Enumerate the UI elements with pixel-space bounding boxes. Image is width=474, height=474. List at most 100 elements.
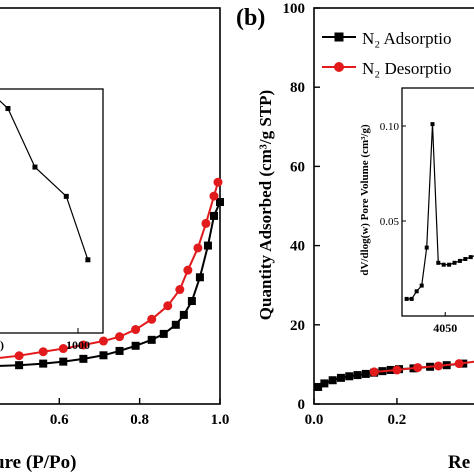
panel-b-series-0-point-0 [314,382,323,391]
panel-b-series-0-point-4 [345,372,354,381]
panel-a-inset: 1000 .) [0,88,104,352]
panel-a-series-0-point-14 [203,241,212,250]
panel-a-series-0-point-1 [15,361,24,370]
panel-a-series-0-point-5 [99,351,108,360]
panel-a-inset-series [0,100,91,263]
panel-a-series-1-point-9 [163,301,173,311]
panel-b-series-1-point-4 [454,359,464,369]
panel-a-series-1-point-13 [201,218,211,228]
panel-b-series-0-point-2 [328,376,337,385]
panel-b-inset-point-4 [424,245,429,250]
panel-b-y-ticks: 0 20 40 60 80 100 [283,1,320,413]
panel-a-x-tick-label-2: 1.0 [211,412,230,428]
panel-b-y-tick-label-1: 20 [290,318,305,334]
panel-b: (b) 0 20 40 60 80 100 0.0 0.2 Quantity Adsorbe… [236,1,474,473]
panel-b-inset-y-tick-label-0: 0.05 [380,216,400,228]
panel-a-x-ticks: 0.6 0.8 1.0 [50,398,229,428]
panel-a-series-0-point-12 [187,297,196,306]
panel-a-inset-partial-label: .) [0,338,4,352]
panel-a-series-0-point-6 [115,346,124,355]
legend-label-desorption: N₂ Desorptio [362,59,452,78]
panel-b-inset-point-9 [452,260,457,265]
panel-b-series-0-point-5 [353,371,362,380]
panel-a-series-1-point-8 [147,314,157,324]
panel-b-y-tick-label-5: 100 [283,1,306,17]
panel-a-series-0-point-10 [171,320,180,329]
panel-b-y-tick-label-3: 60 [290,159,305,175]
panel-a-series-0-point-2 [39,359,48,368]
panel-b-series-1-point-0 [369,367,379,377]
panel-b-series-1-point-1 [392,365,402,375]
legend-item-adsorption: N₂ Adsorptio [322,29,452,48]
panel-b-series-1-point-2 [413,363,423,373]
panel-a-series-0-point-9 [159,329,168,338]
panel-b-inset-point-5 [430,122,435,127]
panel-b-inset-point-8 [447,262,452,267]
panel-b-inset-point-10 [457,258,462,263]
panel-a-series-1-point-10 [175,285,185,295]
panel-b-inset-x-tick-label-0: 4050 [433,321,457,335]
legend-label-adsorption: N₂ Adsorptio [362,29,452,48]
panel-a-inset-point-2 [32,164,38,170]
panel-a-x-tick-label-0: 0.6 [50,412,69,428]
panel-b-inset-point-11 [463,257,468,261]
panel-b-series-0-point-6 [361,369,370,378]
panel-a-series-0-point-7 [131,341,140,350]
panel-b-y-tick-label-4: 80 [290,80,305,96]
panel-b-plot-frame [313,7,474,405]
panel-b-y-axis-label: Quantity Adsorbed (cm³/g STP) [256,90,275,320]
panel-b-inset-y-tick-label-1: 0.10 [380,121,400,133]
panel-a-inset-x-tick-label: 1000 [66,338,90,352]
panel-b-series-0-point-1 [320,379,329,388]
panel-a-x-tick-label-1: 0.8 [130,412,149,428]
panel-a-series-1-point-5 [98,336,108,346]
panel-a: 0.6 0.8 1.0 ure (P/Po) 1000 .) [0,7,229,473]
panel-b-inset-point-0 [404,296,409,301]
panel-b-x-tick-label-1: 0.2 [388,412,407,428]
legend-marker-square [334,32,344,42]
panel-a-series-0-point-16 [216,198,224,207]
panel-a-series-1-point-14 [209,191,219,201]
panel-b-inset-point-1 [409,296,414,301]
panel-a-series-1-point-15 [213,177,223,187]
panel-b-inset-point-3 [419,283,424,288]
panel-a-inset-point-3 [63,193,69,199]
panel-a-series-1-point-2 [38,347,48,357]
panel-b-inset-point-12 [468,255,473,260]
panel-b-inset-series [404,122,474,301]
panel-b-series-0-point-3 [336,373,345,382]
panel-a-series-1-point-3 [58,344,68,354]
panel-a-series-1-point-7 [131,325,141,335]
panel-b-series-1-point-3 [433,361,443,371]
panel-a-series-0-point-11 [179,310,188,319]
panel-a-series-1-line [0,181,219,359]
panel-b-inset-y-ticks: 0.05 0.10 [380,121,406,228]
panel-b-series [314,359,474,391]
panel-b-inset-frame [401,87,474,317]
panel-b-inset-point-6 [436,260,441,265]
panel-b-label: (b) [236,5,265,31]
panel-b-legend: N₂ Adsorptio N₂ Desorptio [322,29,452,78]
panel-b-inset-y-axis-label: dV/dlog(w) Pore Volume (cm³/g) [359,124,371,276]
panel-b-inset-point-2 [414,289,419,294]
legend-marker-circle [334,62,344,72]
panel-a-series [0,177,224,370]
panel-a-series-1-point-11 [183,265,193,275]
panel-b-y-tick-label-2: 40 [290,239,305,255]
panel-a-series-0-point-8 [147,335,156,344]
panel-a-series-1-point-6 [115,332,125,342]
panel-a-series-0-point-4 [79,354,88,363]
panel-b-x-axis-label: Re [448,452,470,473]
panel-a-inset-point-1 [5,106,11,112]
legend-item-desorption: N₂ Desorptio [322,59,452,78]
panel-b-x-ticks: 0.0 0.2 [305,398,407,428]
panel-a-series-0-point-3 [59,357,68,366]
panel-a-x-axis-label: ure (P/Po) [0,452,77,473]
panel-a-series-1-point-12 [193,243,203,253]
panel-b-x-tick-label-0: 0.0 [305,412,324,428]
panel-b-y-tick-label-0: 0 [298,397,306,413]
panel-b-inset-x-ticks: 4050 [433,312,457,335]
panel-b-inset-point-7 [441,262,446,267]
panel-a-series-0-point-13 [195,273,204,282]
